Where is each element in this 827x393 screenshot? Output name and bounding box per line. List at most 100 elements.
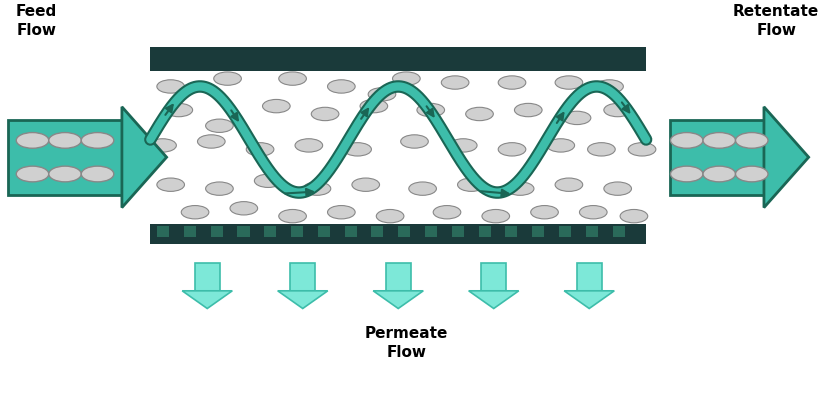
Circle shape — [311, 107, 339, 121]
Bar — [399, 226, 410, 237]
Circle shape — [206, 119, 233, 132]
Bar — [8, 120, 122, 195]
Circle shape — [49, 166, 81, 182]
Circle shape — [255, 174, 282, 187]
Polygon shape — [764, 107, 809, 208]
Circle shape — [149, 139, 176, 152]
Bar — [194, 263, 220, 291]
Circle shape — [563, 111, 590, 125]
Circle shape — [368, 88, 396, 101]
Circle shape — [514, 103, 542, 117]
Circle shape — [409, 182, 437, 195]
Circle shape — [604, 103, 632, 117]
Circle shape — [17, 132, 49, 148]
Circle shape — [327, 206, 355, 219]
Circle shape — [213, 72, 241, 85]
Polygon shape — [122, 107, 166, 208]
Circle shape — [595, 80, 624, 93]
Circle shape — [671, 166, 703, 182]
Circle shape — [604, 182, 632, 195]
Bar — [385, 263, 411, 291]
Circle shape — [81, 166, 114, 182]
Polygon shape — [564, 291, 614, 309]
Circle shape — [588, 143, 615, 156]
Circle shape — [206, 182, 233, 195]
Polygon shape — [278, 291, 327, 309]
Circle shape — [703, 132, 735, 148]
Bar — [184, 226, 196, 237]
Circle shape — [344, 143, 371, 156]
Circle shape — [417, 103, 445, 117]
Bar — [533, 226, 544, 237]
Circle shape — [198, 135, 225, 148]
Circle shape — [498, 76, 526, 89]
Circle shape — [304, 182, 331, 195]
Bar — [290, 263, 315, 291]
Circle shape — [17, 166, 49, 182]
Circle shape — [230, 202, 258, 215]
Circle shape — [157, 178, 184, 191]
Bar — [671, 120, 764, 195]
Circle shape — [352, 178, 380, 191]
Bar — [452, 226, 464, 237]
Circle shape — [671, 132, 703, 148]
Bar — [425, 226, 437, 237]
Circle shape — [157, 80, 184, 93]
Bar — [481, 263, 506, 291]
Circle shape — [531, 206, 558, 219]
Polygon shape — [182, 291, 232, 309]
Circle shape — [279, 72, 306, 85]
Bar — [237, 226, 250, 237]
Circle shape — [327, 80, 355, 93]
Circle shape — [580, 206, 607, 219]
Circle shape — [181, 206, 209, 219]
Circle shape — [547, 139, 575, 152]
Bar — [479, 226, 490, 237]
Bar — [318, 226, 330, 237]
Circle shape — [442, 76, 469, 89]
Bar — [265, 226, 276, 237]
Bar — [613, 226, 624, 237]
Circle shape — [246, 143, 274, 156]
Circle shape — [620, 209, 648, 223]
Circle shape — [81, 132, 114, 148]
Circle shape — [295, 139, 323, 152]
Circle shape — [466, 107, 494, 121]
Circle shape — [279, 209, 306, 223]
Circle shape — [457, 178, 485, 191]
Circle shape — [49, 132, 81, 148]
Circle shape — [376, 209, 404, 223]
Circle shape — [165, 103, 193, 117]
Circle shape — [555, 76, 583, 89]
Circle shape — [360, 99, 388, 113]
Circle shape — [262, 99, 290, 113]
Bar — [576, 263, 602, 291]
Bar — [157, 226, 169, 237]
Bar — [559, 226, 571, 237]
Polygon shape — [373, 291, 423, 309]
Bar — [291, 226, 304, 237]
Bar — [586, 226, 598, 237]
Circle shape — [482, 209, 509, 223]
Bar — [151, 47, 646, 71]
Circle shape — [703, 166, 735, 182]
Circle shape — [498, 143, 526, 156]
Polygon shape — [469, 291, 519, 309]
Circle shape — [506, 182, 534, 195]
Circle shape — [629, 143, 656, 156]
Bar — [505, 226, 518, 237]
Text: Permeate
Flow: Permeate Flow — [365, 326, 448, 360]
Text: Retentate
Flow: Retentate Flow — [733, 4, 820, 37]
Bar — [211, 226, 222, 237]
Text: Feed
Flow: Feed Flow — [16, 4, 57, 37]
Circle shape — [555, 178, 583, 191]
Bar — [151, 224, 646, 244]
Circle shape — [735, 166, 768, 182]
Circle shape — [400, 135, 428, 148]
Bar — [345, 226, 356, 237]
Bar — [371, 226, 384, 237]
Circle shape — [449, 139, 477, 152]
Circle shape — [433, 206, 461, 219]
Circle shape — [735, 132, 768, 148]
Circle shape — [393, 72, 420, 85]
